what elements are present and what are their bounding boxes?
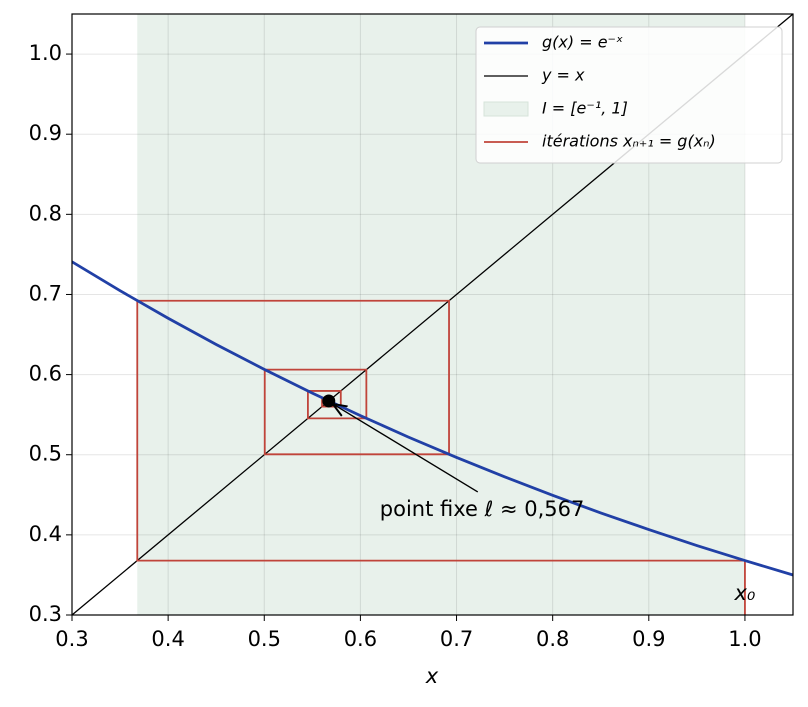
- legend: g(x) = e⁻ˣ y = x I = [e⁻¹, 1] itérations xₙ…: [475, 26, 783, 164]
- legend-label: I = [e⁻¹, 1]: [542, 99, 628, 118]
- x-tick-label: 0.3: [55, 627, 88, 651]
- legend-label: itérations xₙ₊₁ = g(xₙ): [542, 132, 716, 151]
- legend-swatch: [483, 101, 529, 117]
- x-axis-label: x: [425, 664, 439, 688]
- x-tick-label: 0.4: [151, 627, 184, 651]
- y-tick-label: 1.0: [29, 41, 62, 65]
- x-tick-label: 0.9: [632, 627, 665, 651]
- series-line: [72, 260, 793, 577]
- y-tick-label: 0.6: [29, 362, 62, 386]
- annotation: x₀: [734, 581, 756, 605]
- y-tick-label: 0.8: [29, 201, 62, 225]
- annotation-arrow: [333, 404, 479, 493]
- plot-frame: [71, 13, 794, 616]
- annotation: point fixe ℓ ≈ 0,567: [380, 497, 585, 521]
- fixed-point: [322, 394, 336, 408]
- legend-label: g(x) = e⁻ˣ: [542, 33, 623, 52]
- legend-box: [475, 26, 783, 164]
- x-tick-label: 0.5: [248, 627, 281, 651]
- y-tick-label: 0.5: [29, 442, 62, 466]
- x-tick-label: 1.0: [728, 627, 761, 651]
- x-tick-label: 0.8: [536, 627, 569, 651]
- x-tick-label: 0.7: [440, 627, 473, 651]
- y-tick-label: 0.3: [29, 602, 62, 626]
- legend-label: y = x: [541, 66, 585, 85]
- y-tick-label: 0.9: [29, 121, 62, 145]
- y-tick-label: 0.7: [29, 281, 62, 305]
- y-tick-label: 0.4: [29, 522, 62, 546]
- x-tick-label: 0.6: [344, 627, 377, 651]
